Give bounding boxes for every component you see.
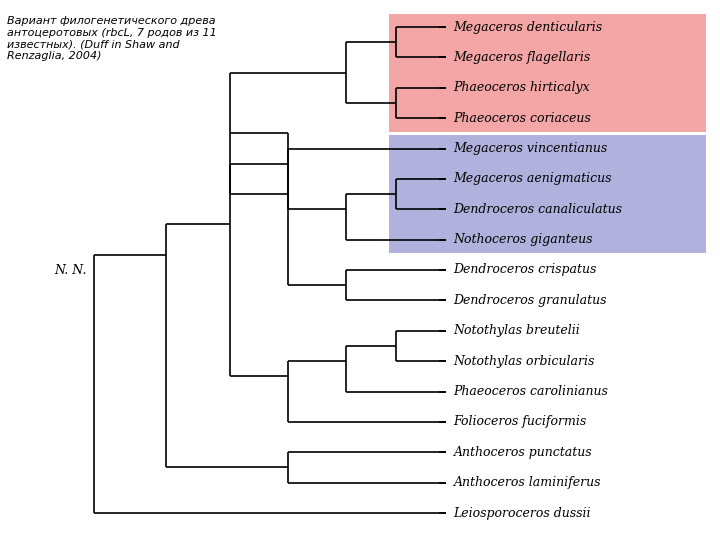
Bar — [389, 135, 706, 253]
Text: Megaceros denticularis: Megaceros denticularis — [454, 21, 603, 33]
Bar — [389, 14, 706, 132]
Text: Phaeoceros coriaceus: Phaeoceros coriaceus — [454, 112, 591, 125]
Text: Megaceros vincentianus: Megaceros vincentianus — [454, 142, 608, 155]
Text: Dendroceros canaliculatus: Dendroceros canaliculatus — [454, 202, 623, 216]
Text: N. N.: N. N. — [54, 264, 86, 276]
Text: Anthoceros laminiferus: Anthoceros laminiferus — [454, 476, 601, 489]
Text: Phaeoceros hirticalyx: Phaeoceros hirticalyx — [454, 81, 590, 94]
Text: Megaceros aenigmaticus: Megaceros aenigmaticus — [454, 172, 612, 185]
Text: Phaeoceros carolinianus: Phaeoceros carolinianus — [454, 385, 608, 398]
Text: Nothoceros giganteus: Nothoceros giganteus — [454, 233, 593, 246]
Text: Вариант филогенетического древа
антоцеротовых (rbcL, 7 родов из 11
известных). (: Вариант филогенетического древа антоцеро… — [7, 16, 217, 61]
Text: Anthoceros punctatus: Anthoceros punctatus — [454, 446, 593, 459]
Text: Megaceros flagellaris: Megaceros flagellaris — [454, 51, 591, 64]
Text: Notothylas breutelii: Notothylas breutelii — [454, 324, 580, 338]
Text: Dendroceros granulatus: Dendroceros granulatus — [454, 294, 607, 307]
Text: Dendroceros crispatus: Dendroceros crispatus — [454, 264, 597, 276]
Text: Folioceros fuciformis: Folioceros fuciformis — [454, 415, 587, 428]
Text: Notothylas orbicularis: Notothylas orbicularis — [454, 355, 595, 368]
Text: Leiosporoceros dussii: Leiosporoceros dussii — [454, 507, 591, 519]
